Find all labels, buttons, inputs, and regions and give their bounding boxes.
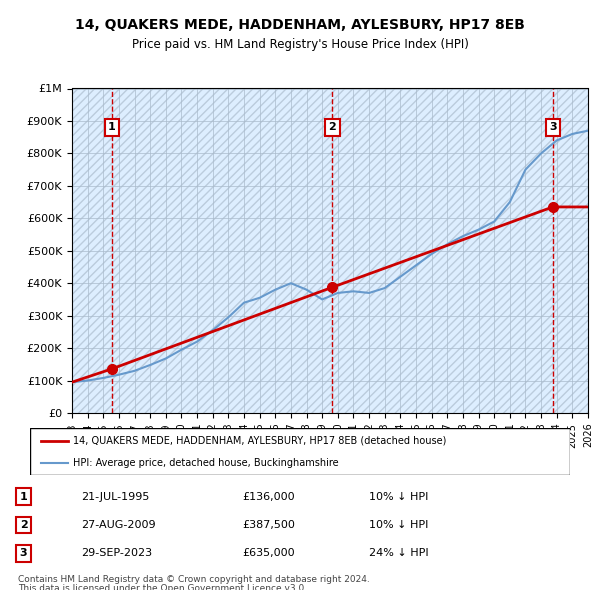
Bar: [275, 88, 291, 413]
Bar: [494, 88, 510, 413]
Text: 3: 3: [549, 123, 557, 132]
Text: £387,500: £387,500: [242, 520, 295, 530]
Text: 2: 2: [328, 123, 336, 132]
Bar: [479, 88, 494, 413]
Text: Price paid vs. HM Land Registry's House Price Index (HPI): Price paid vs. HM Land Registry's House …: [131, 38, 469, 51]
Text: 10% ↓ HPI: 10% ↓ HPI: [369, 491, 428, 502]
Text: 27-AUG-2009: 27-AUG-2009: [81, 520, 156, 530]
Bar: [88, 88, 103, 413]
Bar: [181, 88, 197, 413]
Text: 1: 1: [108, 123, 116, 132]
Text: This data is licensed under the Open Government Licence v3.0.: This data is licensed under the Open Gov…: [18, 584, 307, 590]
Bar: [463, 88, 479, 413]
Bar: [322, 88, 338, 413]
Bar: [119, 88, 134, 413]
Bar: [197, 88, 213, 413]
Text: 21-JUL-1995: 21-JUL-1995: [81, 491, 149, 502]
Bar: [166, 88, 181, 413]
Text: 14, QUAKERS MEDE, HADDENHAM, AYLESBURY, HP17 8EB: 14, QUAKERS MEDE, HADDENHAM, AYLESBURY, …: [75, 18, 525, 32]
Bar: [307, 88, 322, 413]
Text: £635,000: £635,000: [242, 548, 295, 558]
Bar: [431, 88, 447, 413]
Bar: [338, 88, 353, 413]
Bar: [213, 88, 229, 413]
Bar: [291, 88, 307, 413]
Bar: [244, 88, 260, 413]
FancyBboxPatch shape: [30, 428, 570, 475]
Bar: [541, 88, 557, 413]
Bar: [353, 88, 369, 413]
Bar: [72, 88, 88, 413]
Bar: [134, 88, 150, 413]
Text: £136,000: £136,000: [242, 491, 295, 502]
Bar: [510, 88, 526, 413]
Text: 10% ↓ HPI: 10% ↓ HPI: [369, 520, 428, 530]
Bar: [526, 88, 541, 413]
Bar: [557, 88, 572, 413]
Text: 24% ↓ HPI: 24% ↓ HPI: [369, 548, 429, 558]
Text: 14, QUAKERS MEDE, HADDENHAM, AYLESBURY, HP17 8EB (detached house): 14, QUAKERS MEDE, HADDENHAM, AYLESBURY, …: [73, 436, 446, 446]
Text: 2: 2: [20, 520, 28, 530]
Text: Contains HM Land Registry data © Crown copyright and database right 2024.: Contains HM Land Registry data © Crown c…: [18, 575, 370, 584]
Bar: [103, 88, 119, 413]
Text: HPI: Average price, detached house, Buckinghamshire: HPI: Average price, detached house, Buck…: [73, 458, 339, 468]
Bar: [572, 88, 588, 413]
Text: 29-SEP-2023: 29-SEP-2023: [81, 548, 152, 558]
Bar: [385, 88, 400, 413]
Bar: [447, 88, 463, 413]
Bar: [260, 88, 275, 413]
Text: 3: 3: [20, 548, 28, 558]
Bar: [150, 88, 166, 413]
Bar: [229, 88, 244, 413]
Text: 1: 1: [20, 491, 28, 502]
Bar: [400, 88, 416, 413]
Bar: [416, 88, 431, 413]
Bar: [369, 88, 385, 413]
